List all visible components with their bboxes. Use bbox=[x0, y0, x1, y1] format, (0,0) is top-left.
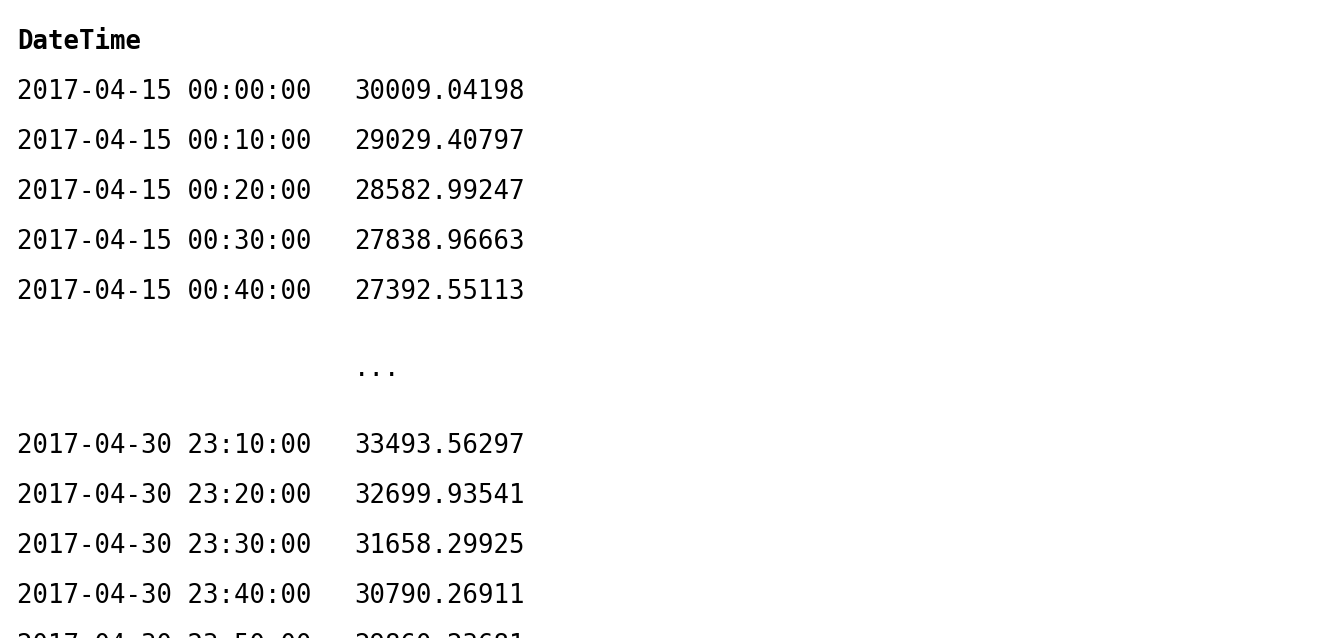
Text: ...: ... bbox=[354, 356, 400, 382]
Text: 29029.40797: 29029.40797 bbox=[354, 129, 525, 155]
Text: DateTime: DateTime bbox=[17, 29, 142, 55]
Text: 30790.26911: 30790.26911 bbox=[354, 583, 525, 609]
Text: 29860.23681: 29860.23681 bbox=[354, 634, 525, 638]
Text: 30009.04198: 30009.04198 bbox=[354, 79, 525, 105]
Text: 2017-04-30 23:50:00: 2017-04-30 23:50:00 bbox=[17, 634, 312, 638]
Text: 27392.55113: 27392.55113 bbox=[354, 279, 525, 305]
Text: 2017-04-15 00:40:00: 2017-04-15 00:40:00 bbox=[17, 279, 312, 305]
Text: 32699.93541: 32699.93541 bbox=[354, 483, 525, 509]
Text: 2017-04-15 00:00:00: 2017-04-15 00:00:00 bbox=[17, 79, 312, 105]
Text: 2017-04-15 00:10:00: 2017-04-15 00:10:00 bbox=[17, 129, 312, 155]
Text: 2017-04-15 00:20:00: 2017-04-15 00:20:00 bbox=[17, 179, 312, 205]
Text: 2017-04-15 00:30:00: 2017-04-15 00:30:00 bbox=[17, 229, 312, 255]
Text: 2017-04-30 23:40:00: 2017-04-30 23:40:00 bbox=[17, 583, 312, 609]
Text: 31658.29925: 31658.29925 bbox=[354, 533, 525, 559]
Text: 28582.99247: 28582.99247 bbox=[354, 179, 525, 205]
Text: 2017-04-30 23:20:00: 2017-04-30 23:20:00 bbox=[17, 483, 312, 509]
Text: 2017-04-30 23:30:00: 2017-04-30 23:30:00 bbox=[17, 533, 312, 559]
Text: 27838.96663: 27838.96663 bbox=[354, 229, 525, 255]
Text: 33493.56297: 33493.56297 bbox=[354, 433, 525, 459]
Text: 2017-04-30 23:10:00: 2017-04-30 23:10:00 bbox=[17, 433, 312, 459]
